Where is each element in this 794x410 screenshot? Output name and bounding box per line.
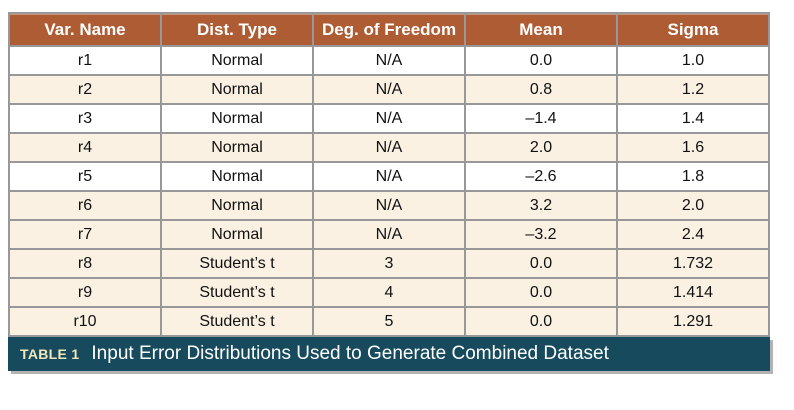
table-cell: 1.0 [616, 45, 770, 76]
table-cell: r6 [8, 190, 162, 221]
table-cell: Student’s t [160, 248, 314, 279]
table-cell: 3.2 [464, 190, 618, 221]
column-header: Mean [464, 12, 618, 47]
table-row: r6 Normal N/A 3.2 2.0 [8, 190, 770, 221]
table-cell: 1.4 [616, 103, 770, 134]
table-row: r4 Normal N/A 2.0 1.6 [8, 132, 770, 163]
table-cell: 5 [312, 306, 466, 337]
table-row: r1 Normal N/A 0.0 1.0 [8, 45, 770, 76]
table-row: r8 Student’s t 3 0.0 1.732 [8, 248, 770, 279]
table-cell: Normal [160, 219, 314, 250]
table-row: r10 Student’s t 5 0.0 1.291 [8, 306, 770, 337]
table-row: r3 Normal N/A –1.4 1.4 [8, 103, 770, 134]
table-cell: –3.2 [464, 219, 618, 250]
table-caption-label: TABLE 1 [20, 346, 80, 362]
table-cell: 1.6 [616, 132, 770, 163]
table-caption-text: Input Error Distributions Used to Genera… [91, 343, 609, 364]
table-cell: N/A [312, 74, 466, 105]
table-cell: 1.8 [616, 161, 770, 192]
table-cell: 2.0 [616, 190, 770, 221]
table-cell: 0.0 [464, 248, 618, 279]
table-cell: 1.414 [616, 277, 770, 308]
table-cell: N/A [312, 219, 466, 250]
table-cell: 1.291 [616, 306, 770, 337]
table-cell: Normal [160, 103, 314, 134]
table-cell: r8 [8, 248, 162, 279]
table-cell: r2 [8, 74, 162, 105]
table-cell: r10 [8, 306, 162, 337]
table-row: r2 Normal N/A 0.8 1.2 [8, 74, 770, 105]
column-header: Sigma [616, 12, 770, 47]
table-cell: –2.6 [464, 161, 618, 192]
table-cell: Student’s t [160, 306, 314, 337]
table-cell: Normal [160, 161, 314, 192]
table-caption-bar: TABLE 1 Input Error Distributions Used t… [8, 337, 770, 371]
table-cell: 0.8 [464, 74, 618, 105]
table-cell: N/A [312, 103, 466, 134]
table-cell: –1.4 [464, 103, 618, 134]
table-header: Var. Name Dist. Type Deg. of Freedom Mean Si… [8, 12, 770, 47]
table-cell: Normal [160, 190, 314, 221]
table-cell: 0.0 [464, 45, 618, 76]
table-cell: N/A [312, 190, 466, 221]
table-row: r9 Student’s t 4 0.0 1.414 [8, 277, 770, 308]
table-cell: r4 [8, 132, 162, 163]
table-cell: Normal [160, 132, 314, 163]
column-header: Deg. of Freedom [312, 12, 466, 47]
header-row: Var. Name Dist. Type Deg. of Freedom Mean Si… [8, 12, 770, 47]
table-body: r1 Normal N/A 0.0 1.0 r2 Normal N/A 0.8 1.2 r3 Norm… [8, 45, 770, 337]
input-error-distributions-table: Var. Name Dist. Type Deg. of Freedom Mean Si… [8, 12, 770, 337]
table-cell: r7 [8, 219, 162, 250]
table-cell: r1 [8, 45, 162, 76]
column-header: Var. Name [8, 12, 162, 47]
table-cell: 1.2 [616, 74, 770, 105]
table-cell: N/A [312, 132, 466, 163]
table-cell: Student’s t [160, 277, 314, 308]
table-cell: N/A [312, 45, 466, 76]
column-header: Dist. Type [160, 12, 314, 47]
table-cell: N/A [312, 161, 466, 192]
table-figure: Var. Name Dist. Type Deg. of Freedom Mean Si… [8, 12, 770, 371]
table-cell: 4 [312, 277, 466, 308]
table-row: r7 Normal N/A –3.2 2.4 [8, 219, 770, 250]
table-cell: r3 [8, 103, 162, 134]
table-cell: Normal [160, 45, 314, 76]
table-cell: r9 [8, 277, 162, 308]
table-cell: 2.0 [464, 132, 618, 163]
table-cell: 1.732 [616, 248, 770, 279]
table-cell: 0.0 [464, 306, 618, 337]
table-row: r5 Normal N/A –2.6 1.8 [8, 161, 770, 192]
table-cell: r5 [8, 161, 162, 192]
table-cell: 3 [312, 248, 466, 279]
table-cell: 0.0 [464, 277, 618, 308]
table-cell: 2.4 [616, 219, 770, 250]
table-cell: Normal [160, 74, 314, 105]
